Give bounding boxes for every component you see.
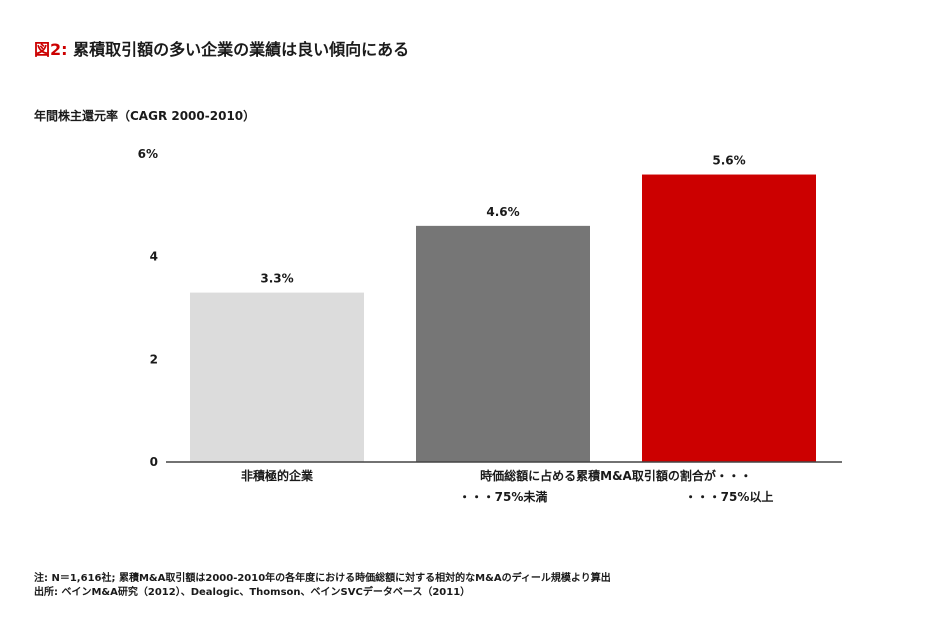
bar-value-label: 5.6% (712, 154, 745, 168)
figure-title-text: 累積取引額の多い企業の業績は良い傾向にある (73, 40, 410, 59)
note-text: 注: N＝1,616社; 累積M&A取引額は2000-2010年の各年度における… (34, 573, 611, 584)
footnotes: 注: N＝1,616社; 累積M&A取引額は2000-2010年の各年度における… (34, 572, 611, 600)
bar (642, 174, 816, 463)
bar-value-label: 4.6% (486, 205, 519, 219)
x-category-label: ・・・75%未満 (459, 489, 548, 504)
bar-value-label: 3.3% (260, 272, 293, 286)
figure-title: 図2: 累積取引額の多い企業の業績は良い傾向にある (34, 36, 409, 60)
figure-number: 図2: (34, 40, 68, 59)
bar (416, 225, 590, 462)
source-text: 出所: ベインM&A研究（2012）、Dealogic、Thomson、ベインS… (34, 587, 471, 598)
y-tick-label: 6% (138, 147, 158, 161)
bar (190, 292, 364, 462)
y-axis-title: 年間株主還元率（CAGR 2000-2010） (34, 109, 256, 123)
x-category-label: 非積極的企業 (241, 468, 314, 483)
x-group-label: 時価総額に占める累積M&A取引額の割合が・・・ (480, 468, 752, 483)
y-tick-label: 0 (150, 455, 158, 469)
bar-chart: 0 2 4 6% 3.3% 4.6% 5.6% 非積極的企業 時価総額に占める累積M&A取引額の… (138, 147, 842, 504)
x-category-label: ・・・75%以上 (685, 489, 774, 504)
y-tick-label: 4 (150, 250, 158, 264)
y-tick-label: 2 (150, 352, 158, 366)
